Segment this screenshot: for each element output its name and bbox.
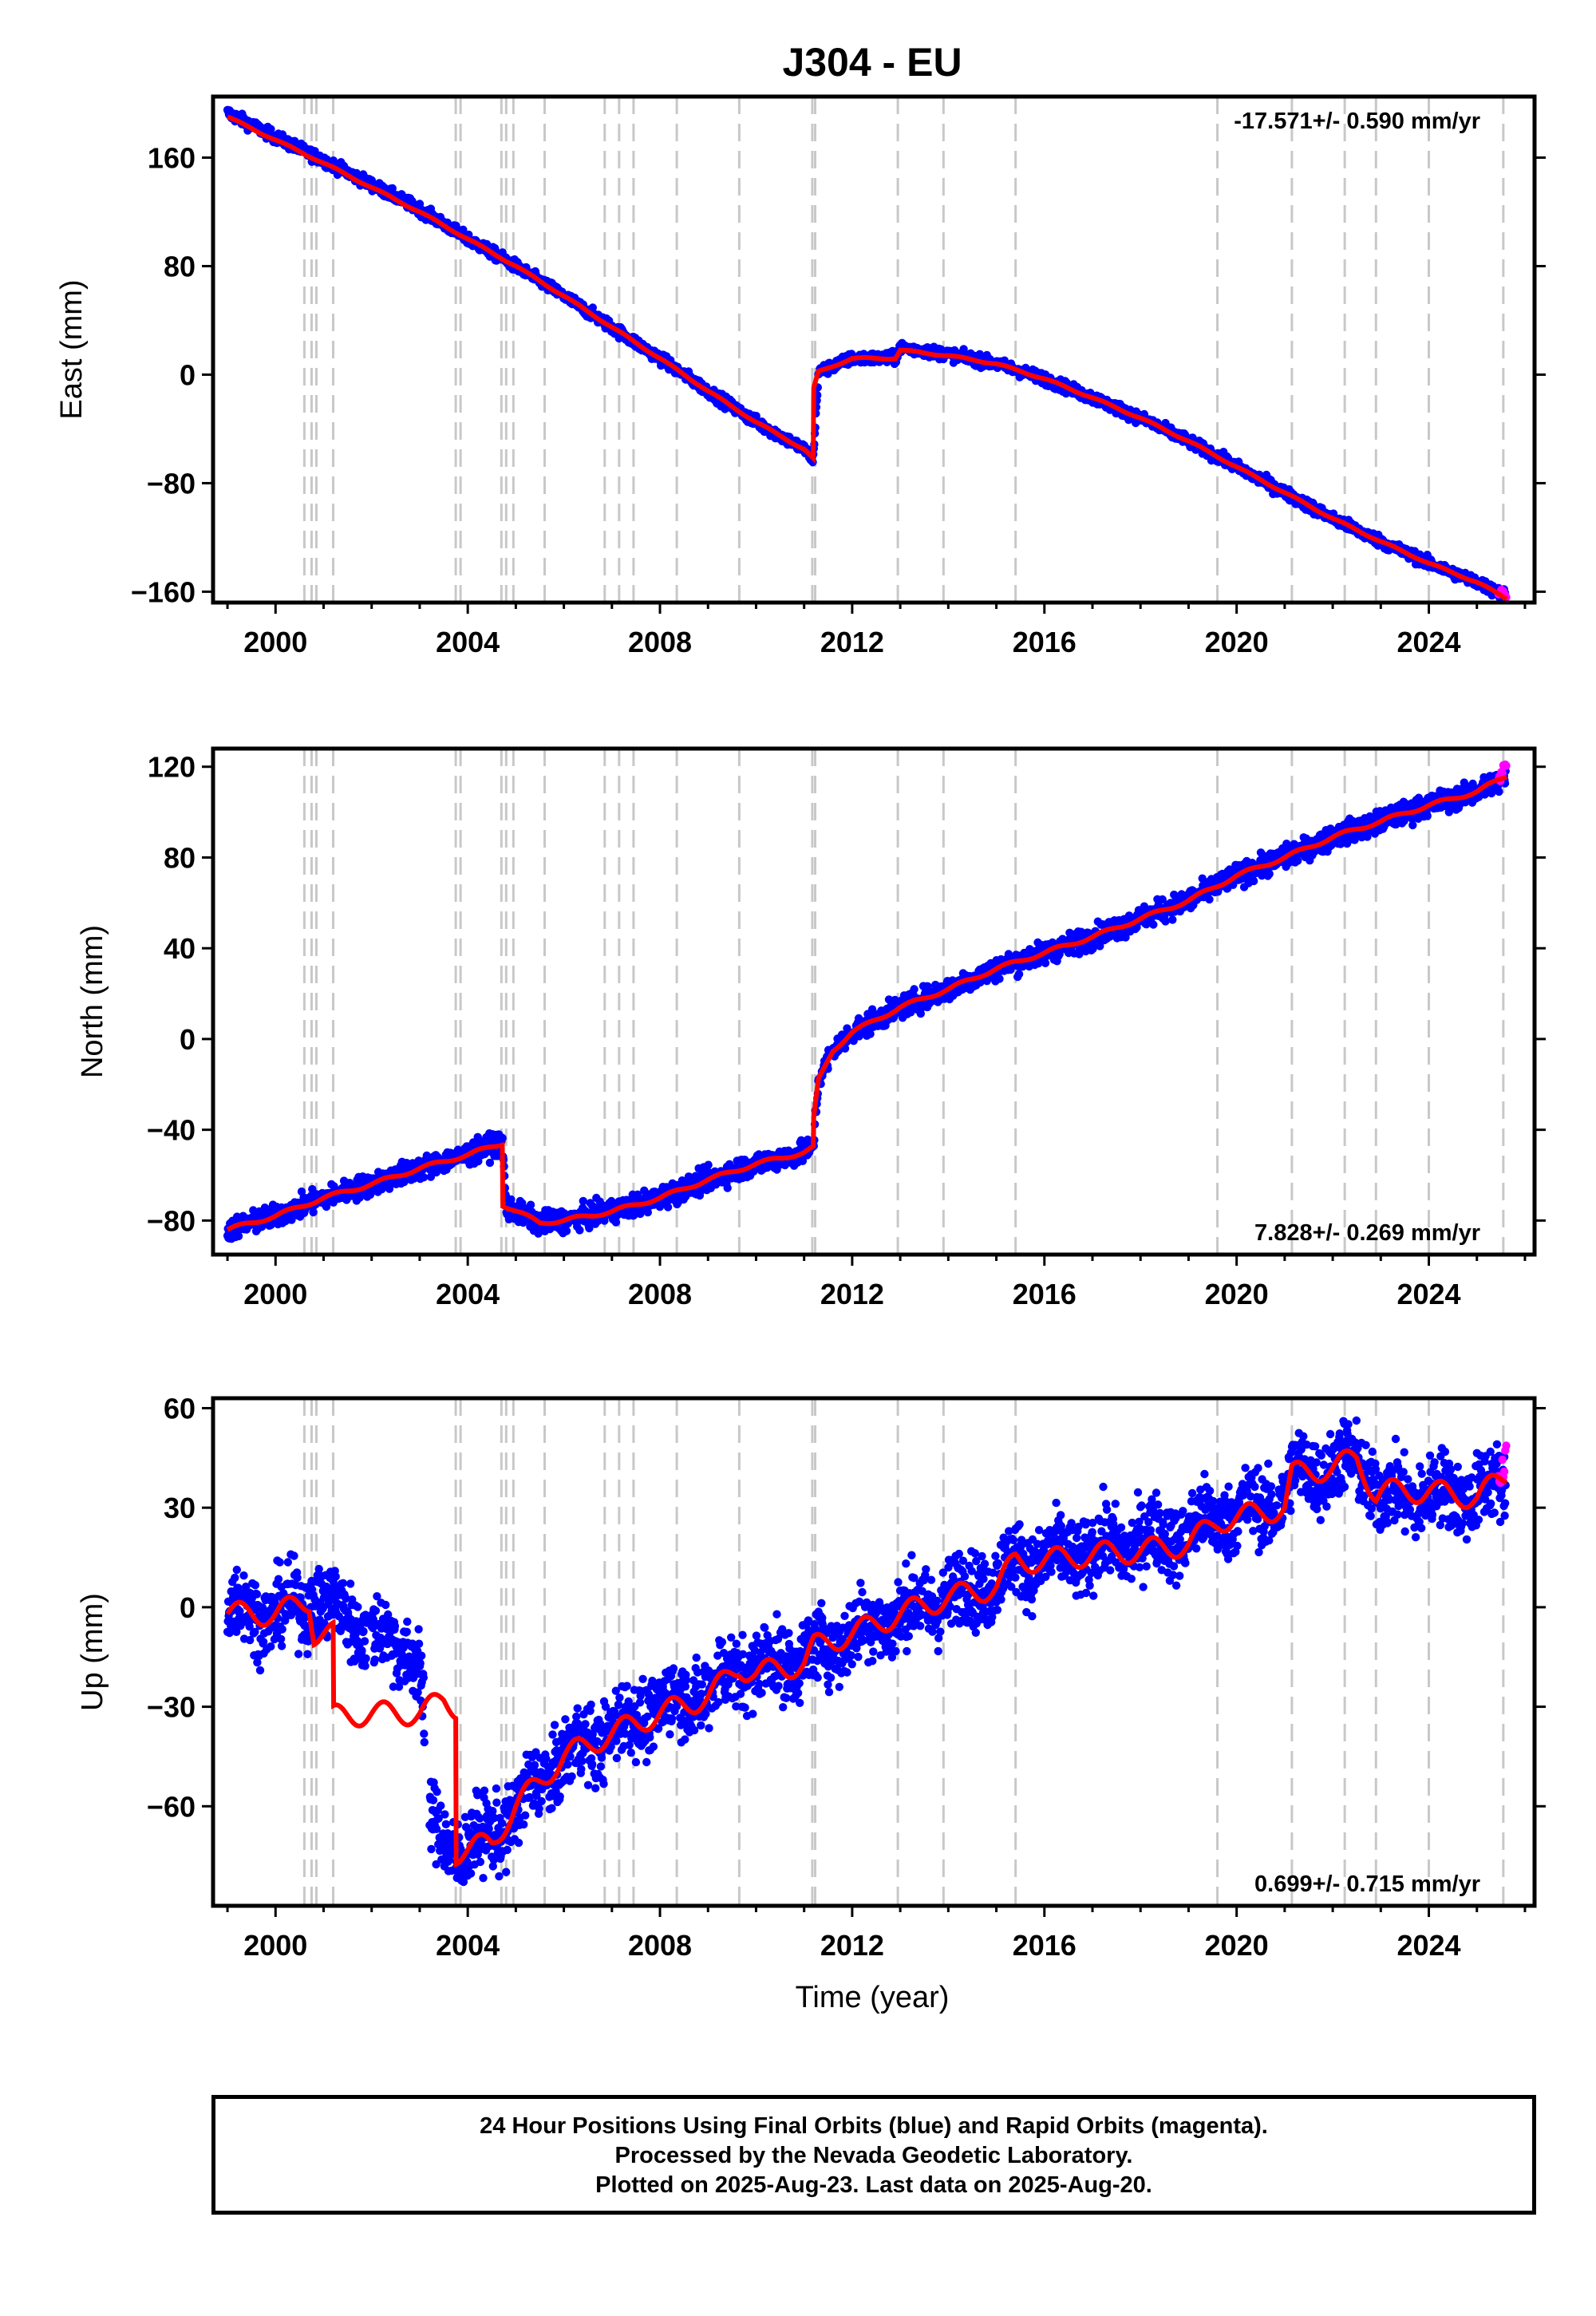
final-orbit-point: [704, 1160, 713, 1169]
final-orbit-point: [562, 1227, 571, 1235]
x-tick-label: 2012: [820, 626, 884, 658]
final-orbit-point: [1265, 869, 1274, 879]
x-tick-label: 2016: [1013, 626, 1077, 658]
final-orbit-point: [588, 303, 597, 312]
final-orbit-point: [1161, 917, 1170, 926]
rate-annotation: -17.571+/- 0.590 mm/yr: [1234, 109, 1480, 134]
final-orbit-point: [419, 1173, 429, 1182]
x-tick-label: 2020: [1205, 626, 1269, 658]
x-tick-label: 2024: [1396, 626, 1460, 658]
final-orbit-point: [485, 1158, 495, 1168]
x-tick-label: 2004: [436, 626, 500, 658]
final-orbit-point: [1014, 970, 1024, 978]
panel-north: 2000 2004 2008 2012 2016 2020 202412080400−40−…: [76, 746, 1546, 1310]
data-points: [223, 105, 1511, 602]
final-orbit-point: [575, 1226, 584, 1235]
x-tick-label: 2008: [628, 626, 692, 658]
final-orbit-point: [1249, 876, 1258, 886]
x-tick-label: 2000: [243, 626, 307, 658]
y-tick-label: −160: [131, 575, 196, 608]
final-orbit-point: [723, 1184, 732, 1192]
y-axis-label: East (mm): [55, 279, 89, 419]
final-orbit-point: [1294, 856, 1302, 865]
y-tick-label: −80: [147, 467, 196, 500]
chart-title: J304 - EU: [782, 40, 962, 85]
final-orbit-point: [910, 985, 918, 994]
final-orbit-point: [309, 1207, 318, 1217]
final-orbit-point: [1168, 915, 1177, 924]
final-orbit-point: [995, 974, 1004, 983]
y-tick-label: 160: [148, 141, 196, 174]
model-line: [227, 114, 1508, 602]
panel-east: 2000 2004 2008 2012 2016 2020 2024 160 80 0 −80 −16…: [55, 94, 1546, 658]
final-orbit-point: [1041, 958, 1050, 968]
final-orbit-point: [611, 1218, 621, 1227]
final-orbit-point: [1205, 895, 1214, 904]
final-orbit-point: [579, 1196, 587, 1206]
y-tick-label: 80: [164, 250, 196, 283]
final-orbit-point: [459, 225, 468, 234]
final-orbit-point: [498, 1134, 507, 1143]
final-orbit-point: [1149, 920, 1158, 929]
y-tick-label: 0: [180, 358, 196, 391]
final-orbit-point: [975, 350, 985, 358]
final-orbit-point: [663, 1203, 673, 1211]
panels: 2000 2004 2008 2012 2016 2020 2024 160 80 0 −80 −16…: [55, 94, 1546, 1962]
